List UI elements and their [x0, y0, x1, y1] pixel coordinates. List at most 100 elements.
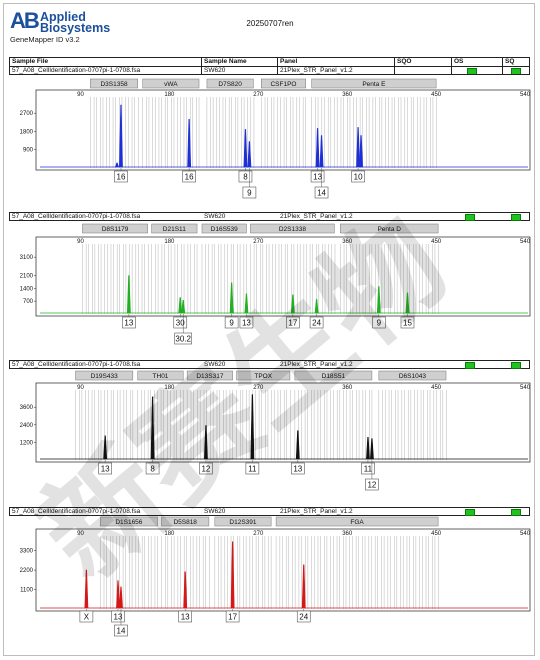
marker-label: D3S1358: [100, 81, 127, 88]
marker-label: D1S1656: [115, 519, 142, 526]
logo-text-applied: Applied: [40, 10, 86, 24]
allele-box: [199, 462, 213, 475]
y-tick-label: 1800: [20, 129, 34, 135]
sq-value: [503, 67, 529, 74]
x-tick-label: 540: [520, 239, 531, 245]
x-tick-label: 450: [431, 531, 442, 537]
allele-box: [224, 316, 239, 329]
y-tick-label: 900: [23, 148, 34, 154]
allele-box: [173, 316, 188, 329]
panel-2-sq-flag: [511, 214, 521, 221]
allele-label: 13: [124, 319, 133, 328]
peak: [119, 586, 123, 609]
allele-label: 14: [317, 189, 326, 198]
x-tick-label: 270: [253, 239, 264, 245]
panel-4-os-flag: [465, 509, 475, 516]
peak: [295, 430, 300, 460]
marker-bar: [82, 223, 148, 234]
allele-label: 9: [229, 319, 234, 328]
peak: [84, 569, 89, 609]
x-tick-label: 270: [253, 531, 264, 537]
applied-biosystems-logo: AB Applied Biosystems: [10, 10, 115, 42]
allele-label: 13: [181, 613, 190, 622]
allele-box: [111, 610, 125, 623]
panel-3-sample-file: 57_A08_CellIdentification-0707pi-1-0708.…: [12, 361, 141, 368]
x-tick-label: 540: [520, 385, 531, 391]
marker-bar: [201, 223, 247, 234]
allele-label: 12: [367, 481, 376, 490]
x-tick-label: 450: [431, 92, 442, 98]
panel-4-panel: 21Plex_STR_Panel_v1.2: [280, 508, 353, 515]
allele-box: [242, 186, 257, 199]
marker-label: Penta D: [377, 226, 401, 233]
allele-box: [238, 170, 253, 183]
sample-name-value: SW620: [202, 67, 278, 74]
allele-label: 24: [299, 613, 308, 622]
allele-box: [79, 610, 94, 623]
peak: [119, 104, 123, 168]
allele-label: X: [84, 613, 90, 622]
allele-box: [286, 316, 300, 329]
allele-label: 14: [117, 627, 126, 636]
plot-frame: [35, 528, 531, 612]
marker-bar: [214, 516, 272, 527]
sq-quality-flag: [511, 68, 521, 74]
marker-bar: [151, 223, 198, 234]
page-border: [3, 3, 535, 656]
panel-3-panel: 21Plex_STR_Panel_v1.2: [280, 361, 353, 368]
allele-box: [98, 462, 112, 475]
marker-bar: [206, 78, 254, 89]
plot-frame: [35, 236, 531, 317]
x-tick-label: 270: [253, 92, 264, 98]
allele-box: [365, 478, 379, 491]
peak: [405, 292, 410, 314]
y-tick-label: 2100: [20, 274, 34, 280]
allele-label: 24: [312, 319, 321, 328]
marker-label: D5S818: [173, 519, 197, 526]
allele-label: 16: [117, 173, 126, 182]
peak: [187, 118, 192, 168]
peak: [290, 294, 295, 314]
marker-bar: [137, 370, 184, 381]
sample-file-value: 57_A08_CellIdentification-0707pi-1-0708.…: [10, 67, 202, 74]
y-tick-label: 700: [23, 299, 34, 305]
peak: [116, 580, 120, 609]
peak: [183, 571, 188, 609]
marker-bar: [75, 370, 134, 381]
peak: [247, 141, 252, 168]
allele-label: 16: [185, 173, 194, 182]
x-tick-label: 540: [520, 92, 531, 98]
allele-box: [174, 332, 193, 345]
allele-box: [296, 610, 311, 623]
x-tick-label: 180: [164, 239, 175, 245]
peak: [181, 299, 186, 314]
panel-2-sample-name: SW620: [204, 213, 226, 220]
allele-label: 8: [150, 465, 155, 474]
allele-label: 11: [364, 465, 373, 474]
marker-bar: [90, 78, 139, 89]
header-panel: Panel: [278, 58, 395, 66]
marker-label: FGA: [350, 519, 364, 526]
peak: [204, 425, 208, 460]
y-tick-label: 3600: [20, 405, 34, 411]
x-tick-label: 360: [342, 531, 353, 537]
peak: [230, 541, 235, 609]
panel-1-blue: D3S1358 vWA D7S820 CSF1PO Penta E 90 180 270 360…: [20, 78, 531, 199]
info-header-row: Sample File Sample Name Panel SQO OS SQ: [9, 57, 530, 66]
peak: [115, 162, 120, 168]
panel-value: 21Plex_STR_Panel_v1.2: [278, 67, 395, 74]
peak: [250, 394, 255, 460]
sample-info-table: Sample File Sample Name Panel SQO OS SQ …: [9, 57, 530, 75]
x-tick-label: 360: [342, 239, 353, 245]
x-tick-label: 90: [77, 531, 84, 537]
allele-box: [291, 462, 305, 475]
header-sample-name: Sample Name: [202, 58, 278, 66]
marker-label: D8S1179: [102, 226, 129, 233]
x-tick-label: 540: [520, 531, 531, 537]
x-tick-label: 360: [342, 92, 353, 98]
allele-box: [309, 316, 324, 329]
peak: [356, 127, 360, 168]
x-tick-label: 360: [342, 385, 353, 391]
marker-label: TPOX: [254, 373, 272, 380]
